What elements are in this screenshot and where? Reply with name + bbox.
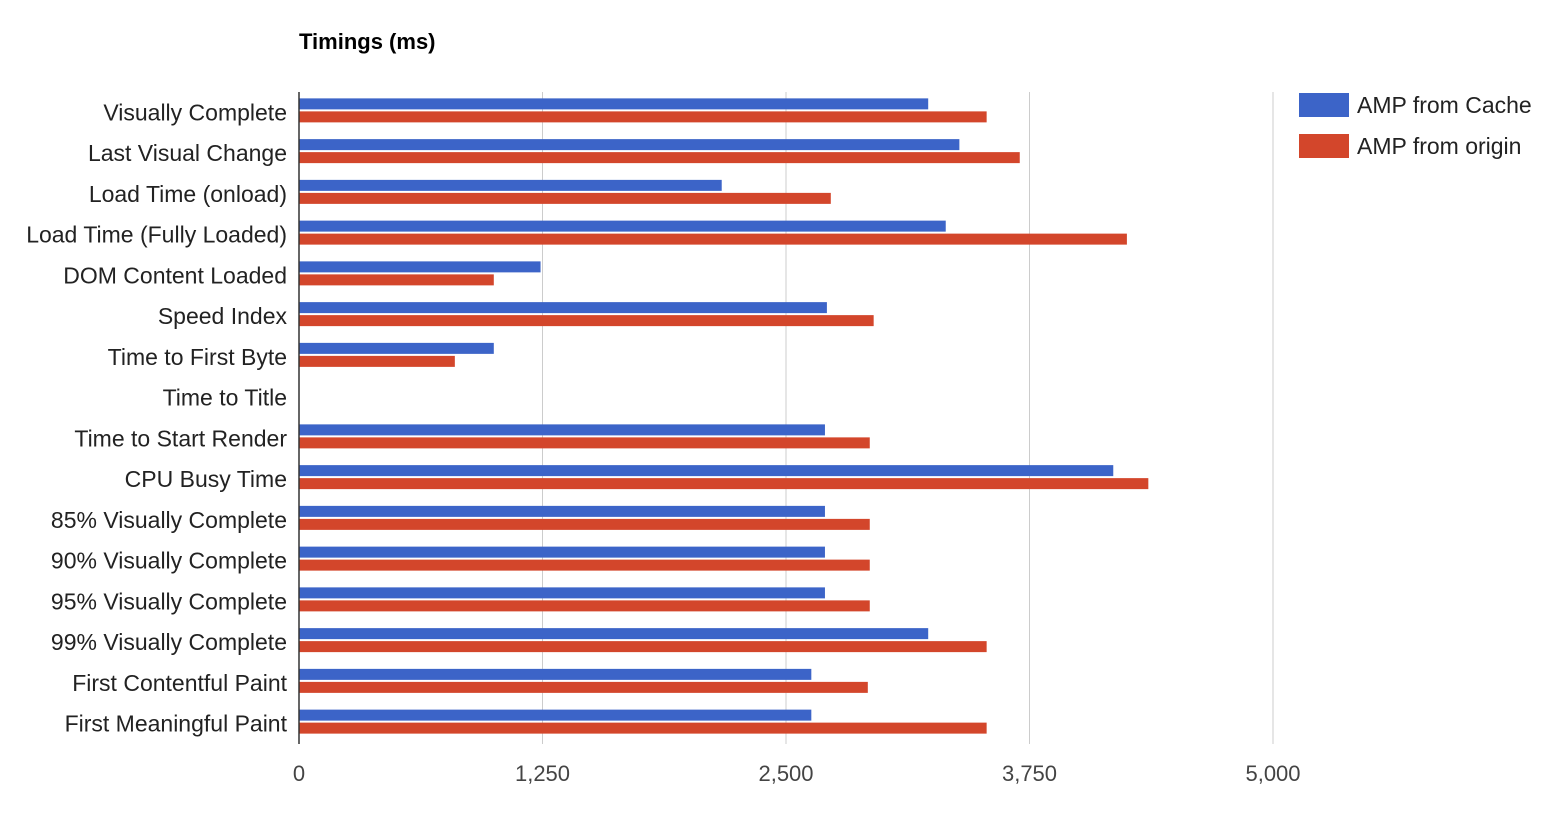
category-label: First Contentful Paint	[72, 670, 287, 696]
bar-amp-from-origin	[299, 559, 870, 571]
bar-amp-from-origin	[299, 518, 870, 530]
bar-amp-from-origin	[299, 722, 987, 734]
legend-label: AMP from Cache	[1357, 92, 1532, 118]
bar-amp-from-origin	[299, 274, 494, 286]
category-label: DOM Content Loaded	[63, 262, 287, 288]
bar-amp-from-cache	[299, 628, 929, 640]
bar-amp-from-cache	[299, 668, 812, 680]
bar-amp-from-cache	[299, 261, 541, 273]
bar-amp-from-cache	[299, 709, 812, 721]
category-label: Time to First Byte	[108, 344, 287, 370]
bar-amp-from-cache	[299, 546, 825, 558]
bar-amp-from-cache	[299, 587, 825, 599]
bars	[299, 98, 1149, 734]
legend-swatch	[1299, 93, 1349, 117]
category-label: 99% Visually Complete	[51, 629, 287, 655]
bar-amp-from-cache	[299, 342, 494, 354]
bar-amp-from-origin	[299, 192, 831, 204]
x-tick-label: 3,750	[1002, 761, 1057, 786]
x-tick-label: 1,250	[515, 761, 570, 786]
bar-amp-from-origin	[299, 233, 1127, 245]
bar-amp-from-cache	[299, 424, 825, 436]
legend-label: AMP from origin	[1357, 133, 1521, 159]
category-label: Load Time (onload)	[89, 181, 287, 207]
chart-title: Timings (ms)	[299, 29, 436, 54]
category-labels: Visually Complete Last Visual Change Load …	[26, 99, 287, 736]
category-label: Speed Index	[158, 303, 288, 329]
category-label: Time to Title	[163, 385, 287, 411]
x-tick-labels: 0 1,250 2,500 3,750 5,000	[293, 761, 1301, 786]
bar-amp-from-origin	[299, 641, 987, 653]
bar-amp-from-cache	[299, 179, 722, 191]
x-tick-label: 2,500	[758, 761, 813, 786]
bar-amp-from-origin	[299, 315, 874, 327]
x-tick-label: 5,000	[1245, 761, 1300, 786]
legend-swatch	[1299, 134, 1349, 158]
bar-amp-from-cache	[299, 98, 929, 110]
category-label: Last Visual Change	[88, 140, 287, 166]
bar-amp-from-origin	[299, 111, 987, 123]
bar-amp-from-origin	[299, 681, 868, 693]
category-label: Load Time (Fully Loaded)	[26, 222, 287, 248]
bar-amp-from-cache	[299, 220, 946, 232]
category-label: First Meaningful Paint	[65, 711, 288, 737]
category-label: 95% Visually Complete	[51, 588, 287, 614]
bar-amp-from-cache	[299, 465, 1114, 477]
bar-amp-from-origin	[299, 152, 1020, 164]
bar-amp-from-origin	[299, 437, 870, 449]
category-label: Visually Complete	[103, 99, 287, 125]
bar-amp-from-origin	[299, 478, 1149, 490]
category-label: Time to Start Render	[74, 425, 287, 451]
bar-amp-from-cache	[299, 139, 960, 151]
category-label: 90% Visually Complete	[51, 548, 287, 574]
bar-amp-from-origin	[299, 355, 455, 367]
bar-amp-from-cache	[299, 505, 825, 517]
x-tick-label: 0	[293, 761, 305, 786]
legend: AMP from Cache AMP from origin	[1299, 92, 1532, 159]
category-label: CPU Busy Time	[125, 466, 287, 492]
bar-amp-from-cache	[299, 302, 827, 314]
bar-amp-from-origin	[299, 600, 870, 612]
category-label: 85% Visually Complete	[51, 507, 287, 533]
